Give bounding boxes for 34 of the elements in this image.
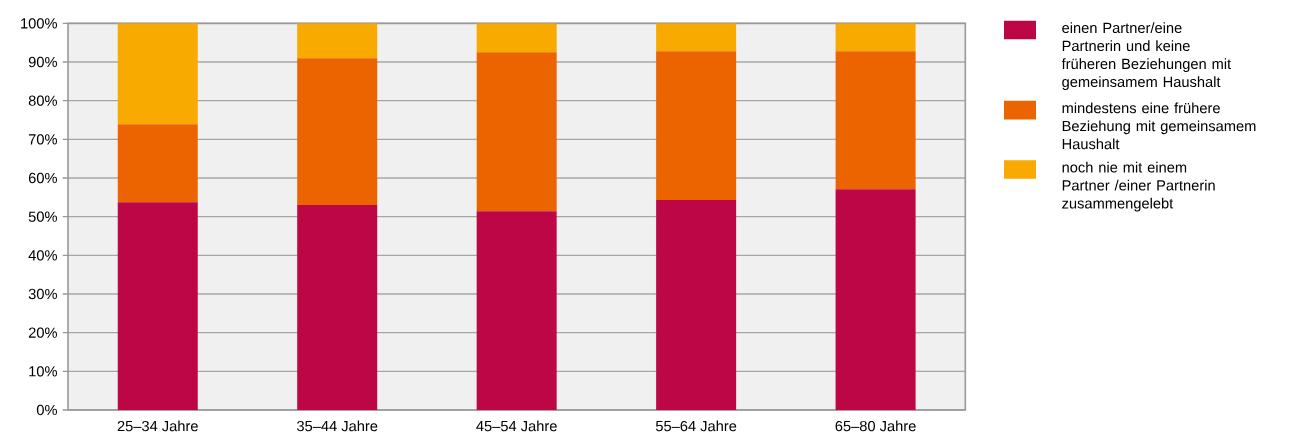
x-tick-label: 45–54 Jahre bbox=[476, 420, 557, 432]
y-tick-label: 50% bbox=[28, 211, 57, 223]
bar bbox=[117, 202, 198, 411]
bar bbox=[656, 51, 737, 201]
bar bbox=[835, 51, 916, 190]
legend-label: noch nie mit einem Partner /einer Partnerin zusammengelebt bbox=[1062, 161, 1215, 212]
x-tick-label: 25–34 Jahre bbox=[117, 420, 198, 432]
x-tick-label: 55–64 Jahre bbox=[655, 420, 737, 432]
y-tick-label: 90% bbox=[28, 57, 57, 68]
y-tick-label: 30% bbox=[28, 288, 57, 300]
bar bbox=[297, 205, 378, 411]
y-tick-label: 40% bbox=[28, 250, 57, 261]
bar bbox=[656, 200, 737, 411]
bar bbox=[117, 23, 198, 125]
y-tick-label: 80% bbox=[28, 95, 57, 107]
bar bbox=[835, 23, 916, 52]
bar bbox=[297, 58, 378, 206]
bar bbox=[835, 189, 916, 411]
bar bbox=[297, 23, 378, 59]
bar bbox=[476, 23, 557, 53]
bar bbox=[476, 211, 557, 411]
legend-label: mindestens eine frühere Beziehung mit gemeinsamem Haushalt bbox=[1062, 102, 1256, 150]
bar bbox=[476, 52, 557, 212]
y-tick-label: 60% bbox=[28, 172, 57, 184]
x-tick-label: 65–80 Jahre bbox=[835, 420, 916, 432]
bar bbox=[656, 23, 737, 52]
bar bbox=[117, 124, 198, 203]
y-tick-label: 20% bbox=[28, 327, 57, 339]
legend-label: einen Partner/eine Partnerin und keine früheren Beziehungen mit gemeinsamem Haushalt bbox=[1061, 22, 1232, 91]
y-tick-label: 0% bbox=[36, 404, 57, 416]
y-tick-label: 10% bbox=[29, 366, 57, 377]
y-tick-label: 70% bbox=[28, 134, 57, 145]
x-tick-label: 35–44 Jahre bbox=[297, 420, 378, 432]
y-tick-label: 100% bbox=[21, 18, 57, 29]
